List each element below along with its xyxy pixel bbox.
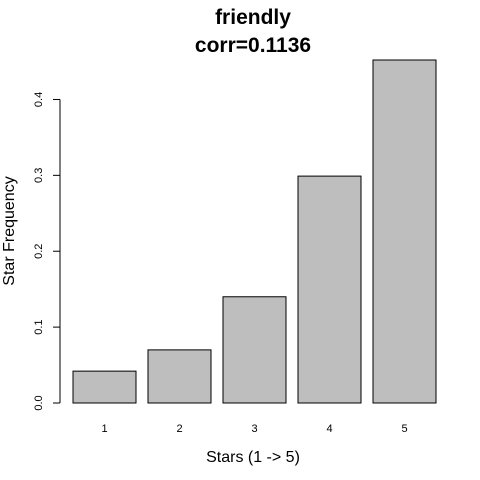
bars-group — [72, 59, 437, 404]
y-tick-label: 0.4 — [33, 92, 45, 107]
y-axis: 0.0 0.1 0.2 0.3 0.4 — [33, 92, 61, 411]
bar-1 — [72, 370, 137, 404]
x-tick-label: 5 — [401, 423, 407, 435]
bar-2 — [147, 349, 212, 404]
x-tick-label: 4 — [326, 423, 332, 435]
y-tick-label: 0.3 — [33, 168, 45, 183]
y-axis-label: Star Frequency — [1, 176, 18, 285]
bar-5 — [372, 59, 437, 404]
x-tick-label: 3 — [251, 423, 257, 435]
bar-3 — [222, 296, 287, 404]
bar-4 — [297, 175, 362, 404]
y-tick-label: 0.0 — [33, 395, 45, 410]
x-tick-label: 1 — [101, 423, 107, 435]
y-tick-label: 0.1 — [33, 319, 45, 334]
x-axis-label: Stars (1 -> 5) — [206, 449, 300, 466]
y-tick-label: 0.2 — [33, 244, 45, 259]
x-tick-label: 2 — [176, 423, 182, 435]
chart-subtitle: corr=0.1136 — [195, 34, 311, 57]
chart-title: friendly — [215, 6, 291, 29]
x-tick-labels: 1 2 3 4 5 — [101, 423, 407, 435]
